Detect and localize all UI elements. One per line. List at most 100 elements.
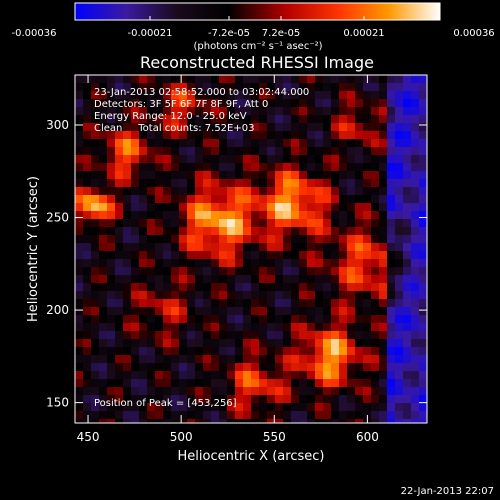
heatmap-cell [187,315,195,323]
heatmap-cell [115,147,123,155]
heatmap-cell [267,195,275,203]
heatmap-cell [211,307,219,315]
heatmap-cell [235,155,243,163]
heatmap-cell [395,267,403,275]
heatmap-cell [99,339,107,347]
heatmap-cell [163,283,171,291]
heatmap-cell [299,323,307,331]
heatmap-cell [155,275,163,283]
heatmap-cell [227,227,235,235]
heatmap-cell [219,107,227,115]
heatmap-cell [107,235,115,243]
heatmap-cell [171,387,179,395]
heatmap-cell [83,75,91,83]
heatmap-cell [163,419,171,423]
heatmap-cell [411,219,419,227]
heatmap-cell [179,131,187,139]
heatmap-cell [171,379,179,387]
heatmap-cell [211,339,219,347]
heatmap-cell [107,283,115,291]
heatmap-cell [155,403,163,411]
heatmap-cell [331,331,339,339]
heatmap-cell [147,307,155,315]
heatmap-cell [355,275,363,283]
heatmap-cell [123,299,131,307]
heatmap-cell [163,75,171,83]
heatmap-cell [171,235,179,243]
heatmap-cell [115,339,123,347]
heatmap-cell [275,227,283,235]
heatmap-cell [83,251,91,259]
heatmap-cell [219,179,227,187]
heatmap-cell [179,83,187,91]
heatmap-cell [355,323,363,331]
heatmap-cell [395,187,403,195]
heatmap-cell [387,99,395,107]
heatmap-cell [411,323,419,331]
heatmap-cell [83,211,91,219]
heatmap-cell [347,355,355,363]
heatmap-cell [227,387,235,395]
heatmap-cell [123,155,131,163]
heatmap-cell [267,187,275,195]
heatmap-cell [355,259,363,267]
heatmap-cell [323,323,331,331]
heatmap-cell [99,211,107,219]
heatmap-cell [299,91,307,99]
heatmap-cell [291,283,299,291]
heatmap-cell [251,139,259,147]
heatmap-cell [155,267,163,275]
heatmap-cell [339,323,347,331]
heatmap-cell [195,171,203,179]
heatmap-cell [75,403,83,411]
heatmap-cell [219,75,227,83]
heatmap-cell [75,171,83,179]
heatmap-cell [339,403,347,411]
heatmap-cell [83,379,91,387]
heatmap-cell [275,147,283,155]
heatmap-cell [339,275,347,283]
heatmap-cell [259,115,267,123]
heatmap-cell [387,147,395,155]
heatmap-cell [107,275,115,283]
heatmap-cell [299,283,307,291]
heatmap-cell [363,347,371,355]
heatmap-cell [259,187,267,195]
heatmap-cell [331,411,339,419]
heatmap-cell [315,235,323,243]
heatmap-cell [131,419,139,423]
heatmap-cell [419,339,427,347]
x-axis-label: Heliocentric X (arcsec) [178,449,325,464]
heatmap-cell [371,387,379,395]
heatmap-cell [259,323,267,331]
heatmap-cell [83,163,91,171]
heatmap-cell [123,347,131,355]
heatmap-cell [315,179,323,187]
heatmap-cell [355,243,363,251]
annotation-energy-range: Energy Range: 12.0 - 25.0 keV [94,111,247,122]
heatmap-cell [299,107,307,115]
heatmap-cell [99,387,107,395]
y-tick-label: 200 [46,303,69,317]
heatmap-cell [339,371,347,379]
heatmap-cell [187,123,195,131]
heatmap-cell [411,291,419,299]
heatmap-cell [267,219,275,227]
heatmap-cell [91,251,99,259]
heatmap-cell [259,83,267,91]
heatmap-cell [355,363,363,371]
heatmap-cell [251,307,259,315]
heatmap-cell [235,395,243,403]
heatmap-cell [115,371,123,379]
heatmap-cell [395,203,403,211]
heatmap-cell [147,83,155,91]
heatmap-cell [347,139,355,147]
heatmap-cell [331,211,339,219]
heatmap-cell [395,219,403,227]
heatmap-cell [283,283,291,291]
heatmap-cell [267,147,275,155]
heatmap-cell [171,91,179,99]
heatmap-cell [299,251,307,259]
heatmap-cell [363,139,371,147]
heatmap-cell [419,163,427,171]
